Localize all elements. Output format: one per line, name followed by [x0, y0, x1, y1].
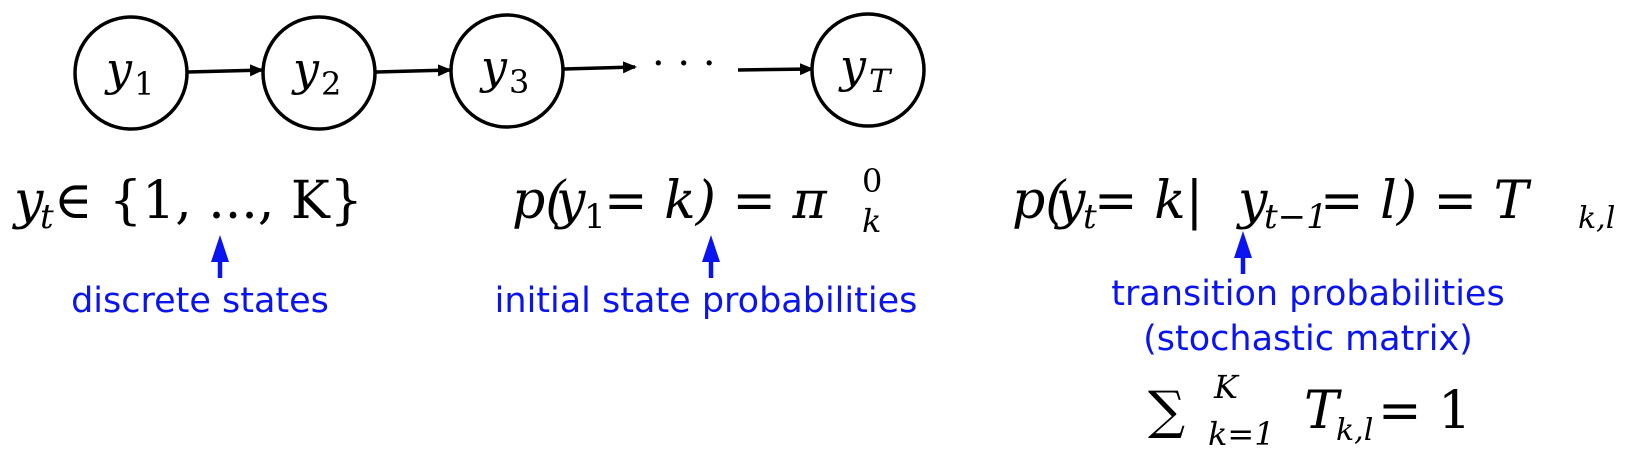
states-annotation: discrete states — [71, 281, 329, 321]
transition-eq-y2-sub: t−1 — [1264, 197, 1328, 237]
sum-rhs: = 1 — [1378, 381, 1471, 441]
edge-ellipsis-yT — [737, 63, 814, 76]
states-eq-base: y — [12, 171, 44, 231]
states-pointer — [211, 235, 229, 278]
transition-annotation-line1: transition probabilities — [1111, 274, 1504, 314]
transition-eq-y-base: y — [1054, 171, 1086, 231]
initial-pointer-head — [702, 235, 720, 262]
initial-eq-pi-sup: 0 — [862, 162, 882, 200]
node-y1-circle — [73, 15, 189, 131]
transition-eq-t-sub: k,l — [1578, 201, 1615, 236]
node-y3-sub: 3 — [509, 63, 529, 101]
states-eq-sub: t — [40, 197, 54, 237]
initial-equation: p( y 1 = k) = π 0 k — [512, 162, 882, 240]
sum-t-base: T — [1304, 381, 1342, 441]
node-yT: y T — [810, 12, 926, 128]
node-y1-base: y — [104, 42, 133, 96]
sum-t-sub: k,l — [1336, 413, 1373, 448]
states-pointer-head — [211, 235, 229, 262]
transition-eq-mid2: = l) = T — [1320, 171, 1532, 231]
initial-eq-pi-sub: k — [862, 202, 881, 240]
chain-ellipsis: · · · — [652, 41, 716, 87]
node-y2: y 2 — [261, 15, 377, 131]
node-y1: y 1 — [73, 15, 189, 131]
sum-sup: K — [1213, 368, 1240, 406]
initial-eq-y-sub: 1 — [584, 197, 606, 237]
node-yT-base: y — [838, 39, 867, 93]
sum-equation: ∑ K k=1 T k,l = 1 — [1148, 368, 1471, 453]
node-yT-sub: T — [869, 62, 893, 100]
node-y3: y 3 — [449, 13, 565, 129]
edge-y3-ellipsis — [563, 61, 637, 74]
states-equation: y t ∈ {1, ..., K} — [12, 171, 363, 237]
states-eq-rest: ∈ {1, ..., K} — [54, 171, 363, 231]
transition-eq-y2-base: y — [1236, 171, 1268, 231]
initial-pointer — [702, 235, 720, 278]
node-y2-base: y — [291, 42, 320, 96]
node-yT-circle — [810, 12, 926, 128]
node-y3-circle — [449, 13, 565, 129]
initial-eq-mid: = k) = π — [604, 171, 828, 231]
transition-eq-mid1: = k| — [1094, 171, 1203, 231]
chain-edges — [187, 61, 814, 77]
transition-eq-y-sub: t — [1083, 197, 1097, 237]
sum-sigma: ∑ — [1148, 381, 1185, 441]
sum-sub: k=1 — [1208, 415, 1275, 453]
edge-y1-y2 — [187, 64, 264, 77]
node-y1-sub: 1 — [134, 65, 154, 103]
initial-eq-y-base: y — [554, 171, 586, 231]
node-y3-base: y — [479, 40, 508, 94]
transition-annotation-line2: (stochastic matrix) — [1143, 319, 1473, 359]
transition-eq-prefix: p( — [1012, 171, 1067, 231]
transition-equation: p( y t = k| y t−1 = l) = T k,l — [1012, 171, 1615, 237]
initial-eq-prefix: p( — [512, 171, 567, 231]
transition-pointer-head — [1234, 231, 1252, 258]
node-y2-circle — [261, 15, 377, 131]
initial-annotation: initial state probabilities — [495, 281, 918, 321]
node-y2-sub: 2 — [321, 65, 341, 103]
transition-pointer — [1234, 231, 1252, 274]
edge-y2-y3 — [375, 64, 452, 77]
